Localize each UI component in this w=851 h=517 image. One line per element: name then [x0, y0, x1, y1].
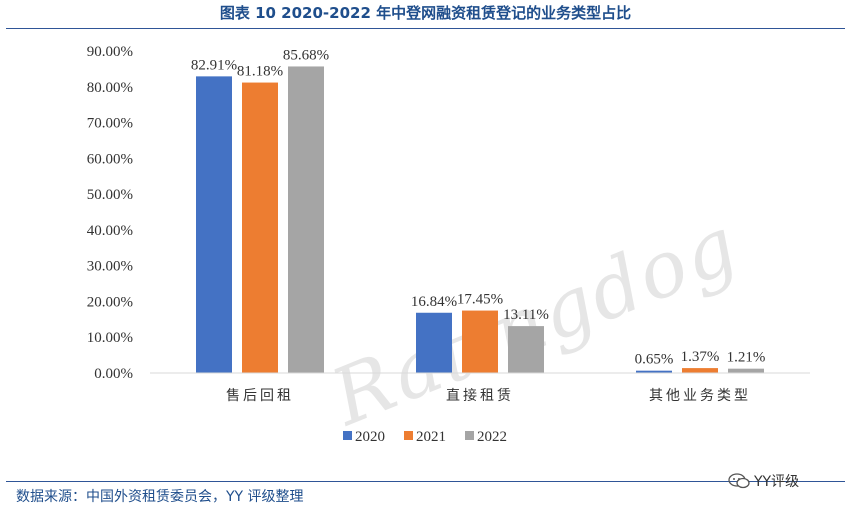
y-tick-label: 80.00%: [87, 80, 133, 96]
bar-2021: [242, 82, 278, 373]
y-tick-label: 70.00%: [87, 116, 133, 132]
data-label: 0.65%: [635, 352, 674, 368]
category-label: 其他业务类型: [649, 388, 751, 404]
legend-label: 2021: [416, 429, 446, 445]
y-tick-label: 40.00%: [87, 223, 133, 239]
legend-swatch: [343, 431, 352, 440]
data-labels: 82.91% 81.18%85.68% 16.84% 17.45%13.11% 0.65…: [191, 47, 766, 367]
category-label: 售后回租: [226, 388, 294, 404]
bar-2021: [462, 310, 498, 373]
y-tick-label: 50.00%: [87, 187, 133, 203]
y-tick-label: 30.00%: [87, 259, 133, 275]
data-label: 82.91%: [191, 57, 237, 73]
bar-2022: [728, 368, 764, 373]
y-tick-label: 20.00%: [87, 294, 133, 310]
legend-swatch: [465, 431, 474, 440]
y-tick-label: 10.00%: [87, 330, 133, 346]
bar-2021: [682, 368, 718, 373]
data-label: 85.68%: [283, 47, 329, 63]
bars-group: [196, 66, 764, 374]
data-label: 81.18%: [237, 64, 283, 80]
bar-2020: [636, 370, 672, 373]
brand-badge: YY评级: [728, 471, 799, 491]
y-tick-label: 90.00%: [87, 44, 133, 60]
top-rule: [6, 28, 845, 29]
legend-label: 2020: [355, 429, 385, 445]
legend: 2020 2021 2022: [343, 429, 507, 445]
data-label: 16.84%: [411, 294, 457, 310]
y-axis: 0.00% 10.00% 20.00% 30.00% 40.00% 50.00% 60.00…: [87, 44, 133, 382]
source-note: 数据来源：中国外资租赁委员会，YY 评级整理: [16, 489, 304, 505]
bar-2022: [288, 66, 324, 374]
data-label: 1.21%: [727, 350, 766, 366]
data-label: 1.37%: [681, 349, 720, 365]
wechat-icon: [728, 473, 750, 489]
y-tick-label: 0.00%: [94, 366, 133, 382]
legend-label: 2022: [477, 429, 507, 445]
bar-2022: [508, 326, 544, 373]
brand-name: YY评级: [754, 474, 800, 490]
data-label: 13.11%: [503, 307, 549, 323]
bottom-rule: [6, 481, 845, 482]
bar-chart: 0.00% 10.00% 20.00% 30.00% 40.00% 50.00% 60.00…: [87, 44, 810, 445]
x-axis-categories: 售后回租 直接租赁 其他业务类型: [226, 387, 751, 404]
category-label: 直接租赁: [446, 387, 514, 404]
bar-2020: [416, 312, 452, 373]
legend-swatch: [404, 431, 413, 440]
y-tick-label: 60.00%: [87, 151, 133, 167]
figure-title: 图表 10 2020-2022 年中登网融资租赁登记的业务类型占比: [219, 4, 632, 22]
bar-2020: [196, 76, 232, 373]
data-label: 17.45%: [457, 292, 503, 308]
